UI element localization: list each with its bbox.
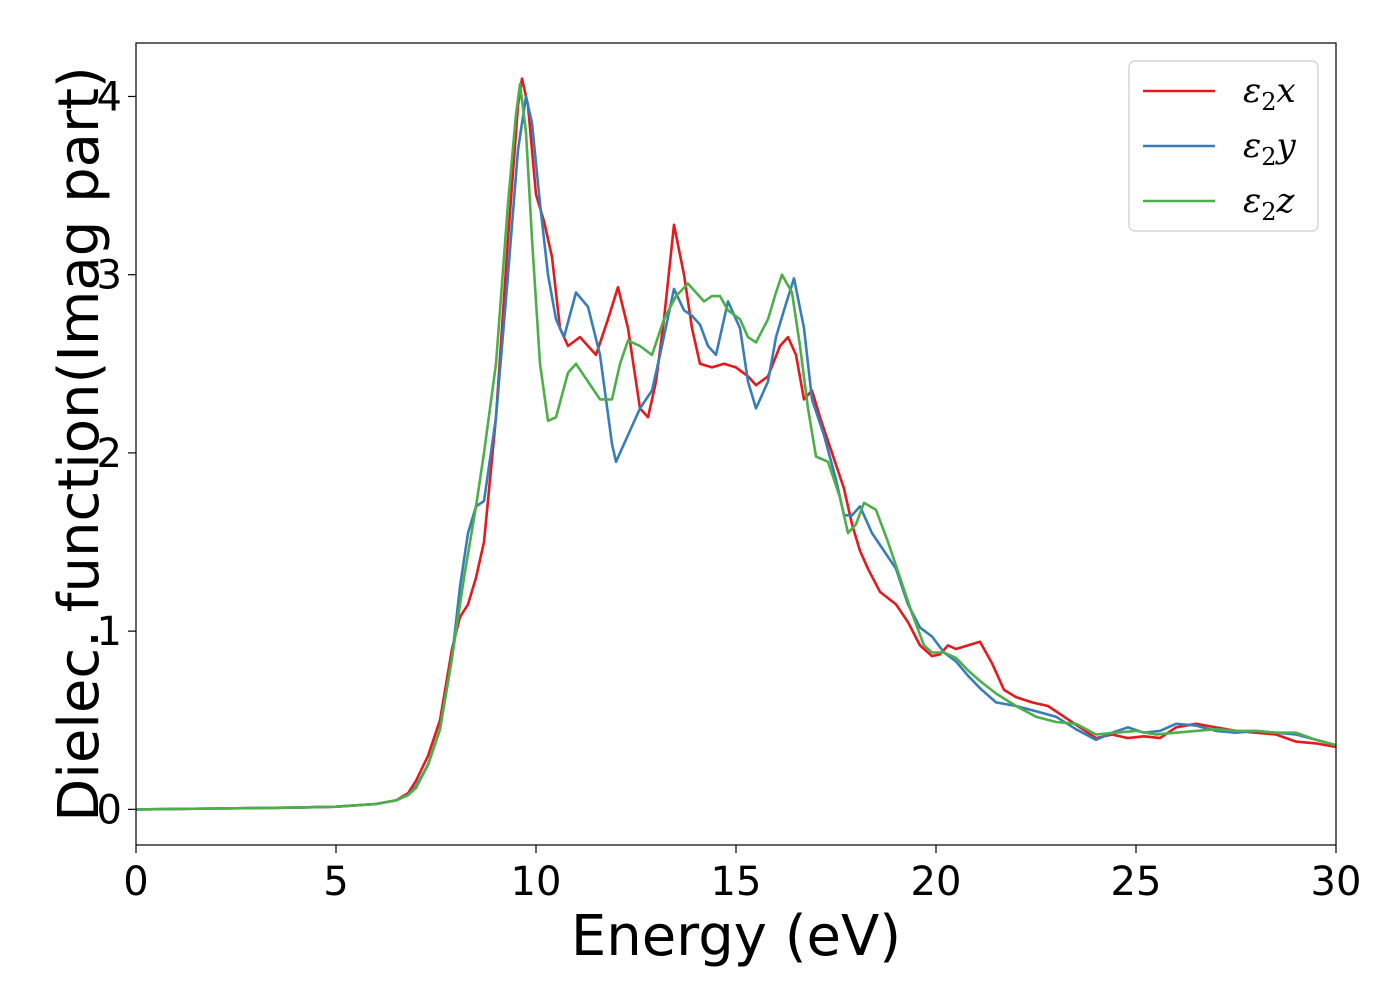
- x-axis-ticks: 0 5 10 15 20 25 30: [123, 845, 1361, 905]
- x-axis-title: Energy (eV): [571, 904, 901, 969]
- series-layer: [135, 77, 1337, 811]
- y-axis-ticks: 0 1 2 3 4: [97, 74, 136, 833]
- legend-box: [1128, 60, 1319, 232]
- x-tick-label: 15: [711, 859, 762, 905]
- x-tick-label: 25: [1111, 859, 1162, 905]
- series-line-2: [135, 95, 1337, 811]
- y-tick-label: 0: [97, 787, 122, 833]
- y-tick-label: 3: [97, 253, 122, 299]
- y-tick-label: 1: [97, 609, 122, 655]
- x-tick-label: 20: [911, 859, 962, 905]
- legend-label: ε2z: [1243, 181, 1296, 226]
- series-line-3: [135, 82, 1337, 811]
- legend-label: ε2y: [1243, 126, 1297, 171]
- x-tick-label: 5: [323, 859, 348, 905]
- y-tick-label: 2: [97, 431, 122, 477]
- x-tick-label: 0: [123, 859, 148, 905]
- legend-label: ε2x: [1243, 71, 1296, 116]
- x-tick-label: 10: [511, 859, 562, 905]
- y-axis-title: Dielec. function(Imag part): [47, 66, 112, 822]
- x-tick-label: 30: [1311, 859, 1362, 905]
- legend: ε2x ε2y ε2z: [1128, 60, 1319, 232]
- y-tick-label: 4: [97, 74, 122, 120]
